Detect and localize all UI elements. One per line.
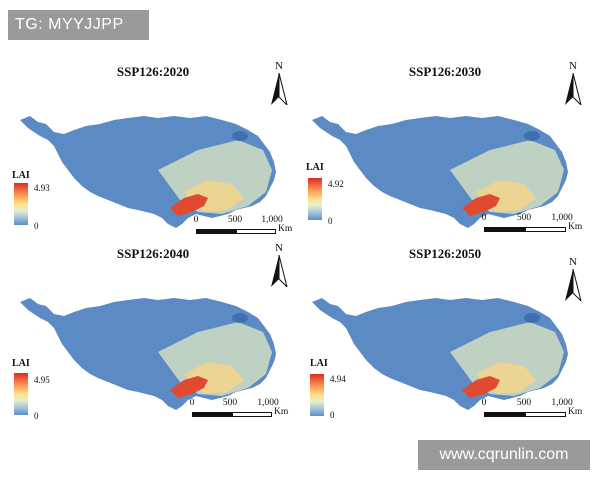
- scale-tick: 500: [227, 215, 243, 225]
- dense-vegetation-zone: [462, 376, 500, 398]
- north-arrow-icon: N: [560, 256, 586, 301]
- scale-unit: Km: [274, 407, 289, 417]
- legend-max: 4.94: [330, 374, 346, 384]
- legend-colorbar: [14, 183, 28, 225]
- scale-unit: Km: [568, 407, 583, 417]
- dense-vegetation-zone: [170, 376, 208, 398]
- north-label: N: [275, 242, 283, 254]
- scale-tick: 0: [481, 213, 487, 223]
- legend-title: LAI: [12, 358, 30, 369]
- dense-vegetation-zone: [462, 194, 500, 216]
- watermark-top: TG: MYYJJPP: [8, 10, 149, 40]
- map-panel-2020: SSP126:2020 N LAI 4.93 0 0 500 1,000 Km: [8, 58, 298, 243]
- scale-bar: 0 500 1,000 Km: [480, 398, 590, 428]
- scale-bar: 0 500 1,000 Km: [188, 215, 298, 245]
- scale-unit: Km: [568, 222, 583, 232]
- scale-tick: 1,000: [257, 398, 279, 408]
- panel-title: SSP126:2040: [116, 246, 190, 261]
- sparse-vegetation-zone: [450, 322, 564, 396]
- map-panel-2040: SSP126:2040 N LAI 4.95 0 0 500 1,000 Km: [8, 240, 298, 425]
- plateau-map: [312, 298, 568, 410]
- plateau-map: [20, 116, 276, 228]
- scale-unit: Km: [278, 224, 293, 234]
- north-label: N: [275, 60, 283, 72]
- scale-tick: 1,000: [261, 215, 283, 225]
- scale-tick: 500: [516, 398, 532, 408]
- north-arrow-icon: N: [266, 242, 292, 287]
- lake-feature: [524, 131, 540, 141]
- legend-min: 0: [34, 221, 39, 231]
- sparse-vegetation-zone: [158, 322, 272, 396]
- legend-min: 0: [34, 411, 39, 421]
- legend-colorbar: [14, 373, 28, 415]
- north-label: N: [569, 256, 577, 268]
- scale-tick: 1,000: [551, 398, 573, 408]
- scale-bar: 0 500 1,000 Km: [184, 398, 294, 428]
- map-panel-2050: SSP126:2050 N LAI 4.94 0 0 500 1,000 Km: [300, 240, 590, 425]
- panel-title: SSP126:2030: [408, 64, 482, 79]
- panel-title: SSP126:2020: [116, 64, 190, 79]
- north-arrow-icon: N: [266, 60, 292, 105]
- legend-title: LAI: [306, 162, 324, 173]
- scale-tick: 0: [481, 398, 487, 408]
- plateau-map: [312, 116, 568, 228]
- panel-title: SSP126:2050: [408, 246, 482, 261]
- lake-feature: [524, 313, 540, 323]
- plateau-map: [20, 298, 276, 410]
- scale-bar: 0 500 1,000 Km: [476, 213, 586, 243]
- lake-feature: [232, 131, 248, 141]
- scale-tick: 500: [222, 398, 238, 408]
- scale-tick: 0: [193, 215, 199, 225]
- map-panel-2030: SSP126:2030 N LAI 4.92 0 0 500 1,000 Km: [300, 58, 590, 243]
- legend-colorbar: [310, 374, 324, 416]
- watermark-bottom: www.cqrunlin.com: [418, 440, 590, 470]
- scale-tick: 0: [189, 398, 195, 408]
- legend-max: 4.95: [34, 375, 50, 385]
- sparse-vegetation-zone: [158, 140, 272, 214]
- legend-min: 0: [330, 410, 335, 420]
- legend-max: 4.93: [34, 183, 50, 193]
- scale-tick: 500: [516, 213, 532, 223]
- north-label: N: [569, 60, 577, 72]
- legend-min: 0: [328, 216, 333, 226]
- legend-title: LAI: [12, 170, 30, 181]
- dense-vegetation-zone: [170, 194, 208, 216]
- scale-tick: 1,000: [551, 213, 573, 223]
- legend-max: 4.92: [328, 179, 344, 189]
- legend-title: LAI: [310, 358, 328, 369]
- lake-feature: [232, 313, 248, 323]
- legend-colorbar: [308, 178, 322, 220]
- sparse-vegetation-zone: [450, 140, 564, 214]
- north-arrow-icon: N: [560, 60, 586, 105]
